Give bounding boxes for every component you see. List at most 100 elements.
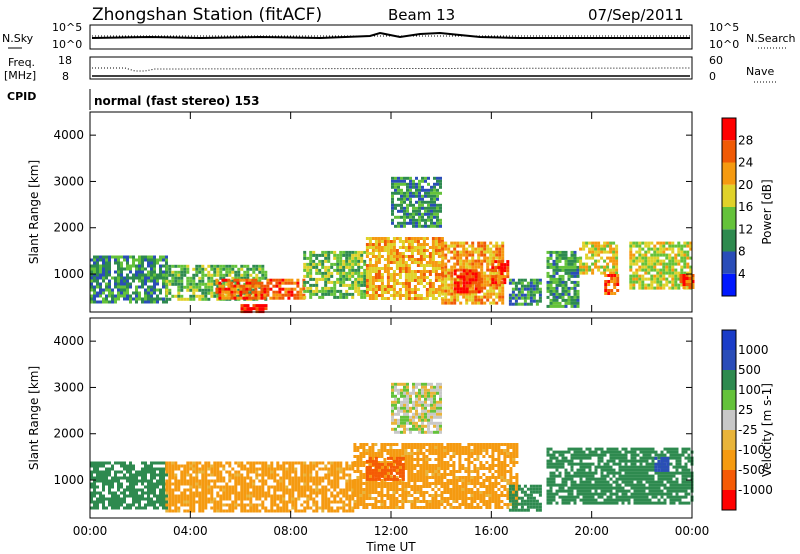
- heatmap-cell: [371, 246, 375, 249]
- heatmap-cell: [422, 500, 426, 503]
- heatmap-cell: [444, 277, 448, 281]
- heatmap-cell: [356, 482, 360, 485]
- heatmap-cell: [353, 482, 357, 485]
- heatmap-cell: [365, 477, 369, 481]
- heatmap-cell: [558, 274, 562, 278]
- heatmap-cell: [263, 293, 267, 297]
- heatmap-cell: [386, 491, 390, 494]
- heatmap-cell: [546, 262, 550, 266]
- heatmap-cell: [416, 294, 420, 297]
- heatmap-cell: [261, 479, 265, 483]
- heatmap-cell: [141, 476, 144, 480]
- heatmap-cell: [252, 485, 256, 489]
- heatmap-cell: [201, 470, 205, 474]
- heatmap-cell: [318, 268, 322, 272]
- heatmap-cell: [357, 268, 361, 272]
- heatmap-cell: [404, 279, 408, 282]
- heatmap-cell: [668, 268, 672, 272]
- heatmap-cell: [470, 503, 474, 506]
- heatmap-cell: [425, 467, 429, 470]
- heatmap-cell: [679, 277, 683, 280]
- heatmap-cell: [159, 470, 162, 474]
- heatmap-cell: [123, 285, 126, 289]
- heatmap-cell: [114, 500, 117, 504]
- heatmap-cell: [400, 206, 403, 210]
- heatmap-cell: [465, 265, 469, 269]
- heatmap-cell: [515, 455, 519, 458]
- heatmap-cell: [456, 259, 460, 263]
- heatmap-cell: [641, 283, 645, 287]
- heatmap-cell: [431, 500, 435, 503]
- heatmap-cell: [458, 449, 462, 452]
- heatmap-cell: [383, 240, 387, 243]
- heatmap-cell: [615, 256, 619, 260]
- heatmap-cell: [428, 255, 432, 258]
- heatmap-cell: [243, 506, 247, 510]
- heatmap-cell: [439, 179, 442, 183]
- heatmap-cell: [345, 253, 349, 257]
- heatmap-cell: [117, 485, 120, 489]
- heatmap-cell: [353, 446, 357, 449]
- heatmap-cell: [339, 488, 343, 492]
- heatmap-cell: [456, 241, 460, 245]
- heatmap-cell: [353, 494, 357, 497]
- heatmap-cell: [576, 259, 580, 263]
- heatmap-cell: [383, 485, 387, 488]
- heatmap-cell: [285, 500, 289, 504]
- heatmap-cell: [573, 298, 577, 302]
- heatmap-cell: [404, 491, 408, 494]
- heatmap-cell: [441, 259, 445, 263]
- heatmap-cell: [453, 241, 457, 245]
- heatmap-cell: [186, 470, 190, 474]
- heatmap-cell: [150, 297, 153, 301]
- heatmap-cell: [406, 212, 409, 216]
- heatmap-cell: [249, 506, 253, 510]
- heatmap-cell: [201, 294, 205, 298]
- heatmap-cell: [486, 280, 490, 284]
- heatmap-cell: [327, 292, 331, 296]
- heatmap-cell: [339, 274, 343, 278]
- heatmap-cell: [327, 509, 331, 513]
- heatmap-cell: [410, 276, 414, 279]
- heatmap-cell: [144, 491, 147, 495]
- heatmap-cell: [483, 274, 487, 278]
- heatmap-cell: [403, 194, 406, 198]
- heatmap-cell: [288, 500, 292, 504]
- heatmap-cell: [327, 274, 331, 278]
- heatmap-cell: [440, 449, 444, 452]
- heatmap-cell: [416, 240, 420, 243]
- heatmap-cell: [503, 503, 507, 506]
- heatmap-cell: [535, 278, 539, 282]
- heatmap-cell: [404, 240, 408, 243]
- heatmap-cell: [401, 243, 405, 246]
- heatmap-cell: [434, 261, 438, 264]
- heatmap-cell: [249, 273, 253, 277]
- heatmap-cell: [102, 500, 105, 504]
- heatmap-cell: [401, 443, 405, 446]
- heatmap-cell: [273, 488, 277, 492]
- heatmap-cell: [428, 273, 432, 276]
- heatmap-cell: [192, 279, 196, 283]
- heatmap-cell: [488, 506, 492, 509]
- heatmap-cell: [555, 268, 559, 272]
- heatmap-cell: [427, 206, 430, 210]
- heatmap-cell: [351, 280, 355, 284]
- heatmap-cell: [336, 464, 340, 468]
- heatmap-cell: [324, 473, 328, 477]
- heatmap-cell: [321, 500, 325, 504]
- heatmap-cell: [114, 503, 117, 507]
- heatmap-cell: [234, 485, 238, 489]
- heatmap-cell: [183, 270, 187, 274]
- heatmap-cell: [186, 464, 190, 468]
- heatmap-cell: [321, 289, 325, 293]
- heatmap-cell: [494, 449, 498, 452]
- heatmap-cell: [386, 497, 390, 500]
- heatmap-cell: [413, 473, 417, 476]
- heatmap-cell: [282, 491, 286, 495]
- heatmap-cell: [389, 294, 393, 297]
- heatmap-cell: [430, 188, 433, 192]
- heatmap-cell: [511, 290, 515, 294]
- heatmap-cell: [427, 203, 430, 207]
- heatmap-cell: [228, 470, 232, 474]
- heatmap-cell: [105, 270, 108, 274]
